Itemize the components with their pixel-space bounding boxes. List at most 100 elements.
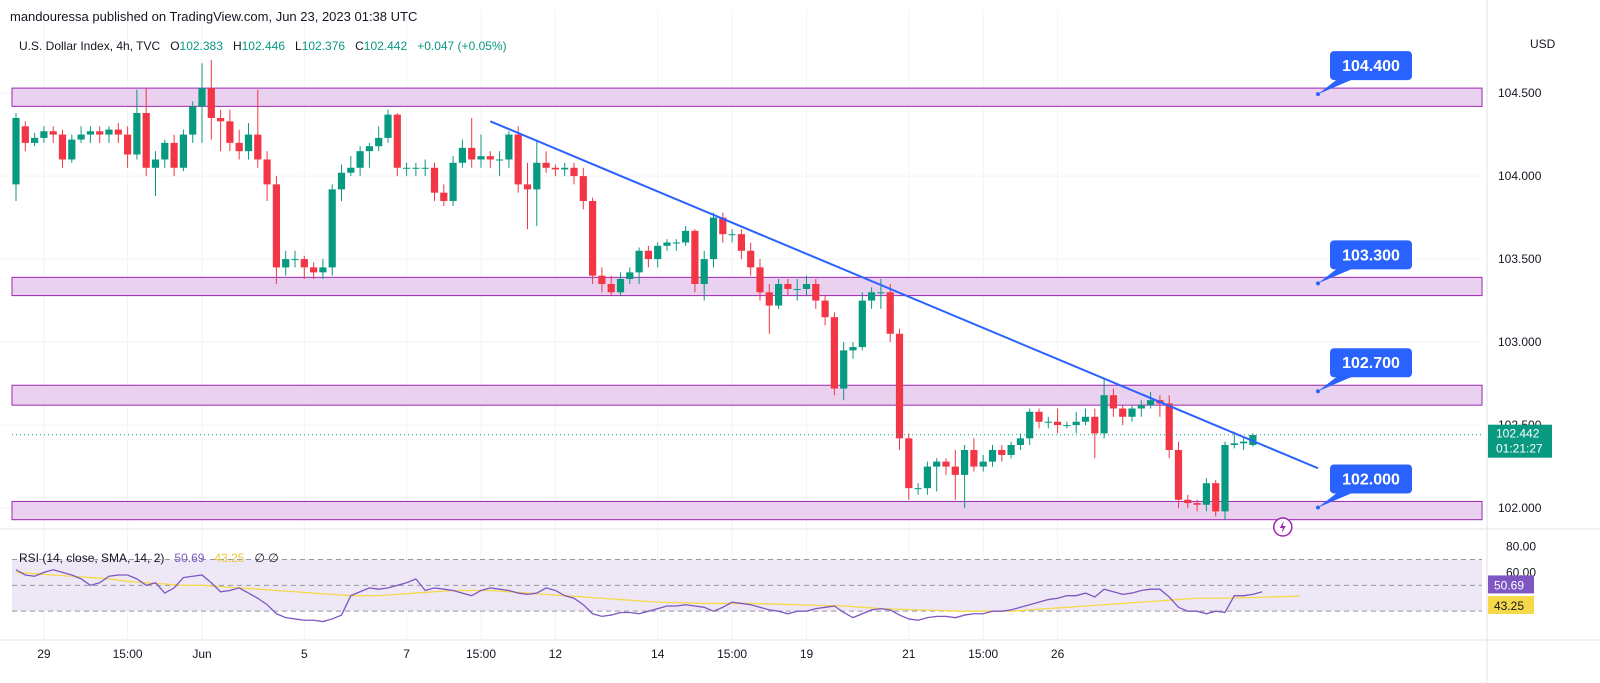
candle-body-76 xyxy=(719,217,727,235)
candle-body-122 xyxy=(1147,400,1155,406)
candle-body-63 xyxy=(598,275,606,284)
candle-body-105 xyxy=(988,449,997,462)
candle-body-118 xyxy=(1109,395,1117,409)
callout-label-103.300: 103.300 xyxy=(1342,247,1400,264)
rsi-sma-label: 43.25 xyxy=(1494,599,1524,613)
candle-body-27 xyxy=(263,159,271,185)
candle-body-70 xyxy=(663,242,671,246)
time-tick-3: 5 xyxy=(301,647,308,661)
candle-body-110 xyxy=(1035,411,1043,422)
candle-body-89 xyxy=(840,350,848,389)
candle-body-51 xyxy=(486,156,494,160)
callout-box-103.300 xyxy=(1330,240,1412,270)
candle-body-42 xyxy=(403,167,411,169)
zone-104.400 xyxy=(11,87,1483,107)
price-tick-3: 103.000 xyxy=(1498,335,1542,349)
candle-body-67 xyxy=(635,250,643,273)
callout-pointer-102.000 xyxy=(1318,490,1358,508)
currency-label[interactable]: USD xyxy=(1530,37,1556,51)
candle-body-32 xyxy=(310,267,318,273)
time-axis: 29 15:00 Jun 5 7 15:00 12 14 15:00 19 21 15:00 26 xyxy=(37,647,1064,661)
candle-body-36 xyxy=(347,167,355,173)
candle-body-37 xyxy=(356,151,364,168)
current-price-label: 102.442 xyxy=(1496,427,1540,441)
candle-body-22 xyxy=(217,117,225,122)
candle-body-96 xyxy=(905,438,913,489)
low-label: L xyxy=(295,39,302,53)
candle-body-26 xyxy=(254,134,262,160)
candle-body-107 xyxy=(1007,445,1015,455)
candle-body-120 xyxy=(1128,408,1136,417)
trendline[interactable] xyxy=(489,120,1319,470)
time-tick-4: 7 xyxy=(403,647,410,661)
candle-body-9 xyxy=(96,131,104,135)
candle-body-106 xyxy=(998,449,1006,455)
candle-body-25 xyxy=(244,134,253,152)
trendline-line xyxy=(489,120,1319,470)
time-tick-12: 26 xyxy=(1051,647,1065,661)
candle-body-88 xyxy=(830,317,838,389)
callout-pointer-104.400 xyxy=(1318,77,1358,95)
candle-body-126 xyxy=(1184,499,1192,504)
high-label: H xyxy=(232,39,242,53)
time-tick-1: 15:00 xyxy=(113,647,143,661)
callout-box-104.400 xyxy=(1330,51,1412,81)
candle-body-104 xyxy=(979,461,987,467)
candle-body-4 xyxy=(49,131,57,135)
low-value: 102.376 xyxy=(301,39,346,53)
candle-body-17 xyxy=(170,142,178,168)
candle-body-11 xyxy=(114,129,122,135)
candle-body-5 xyxy=(58,134,67,160)
candle-body-79 xyxy=(747,250,755,268)
candle-body-125 xyxy=(1174,449,1183,500)
candle-body-62 xyxy=(589,200,597,276)
candle-body-97 xyxy=(914,488,922,490)
open-value: 102.383 xyxy=(179,39,223,53)
callout-pointer-103.300 xyxy=(1318,266,1358,284)
time-tick-2: Jun xyxy=(192,647,211,661)
candle-body-64 xyxy=(607,283,615,293)
candle-body-60 xyxy=(570,167,578,177)
candle-body-18 xyxy=(179,134,187,168)
candle-body-131 xyxy=(1230,443,1238,445)
candle-body-52 xyxy=(496,159,504,161)
candle-body-43 xyxy=(412,167,420,169)
callout-label-102.000: 102.000 xyxy=(1342,471,1400,488)
time-tick-6: 12 xyxy=(549,647,563,661)
candle-body-56 xyxy=(533,162,541,190)
time-tick-8: 15:00 xyxy=(717,647,747,661)
candle-body-21 xyxy=(207,88,215,118)
candle-body-10 xyxy=(105,129,113,135)
candle-body-49 xyxy=(468,147,476,160)
candle-body-130 xyxy=(1221,445,1229,512)
symbol-name[interactable]: U.S. Dollar Index, 4h, TVC xyxy=(19,39,161,53)
candle-body-73 xyxy=(691,230,699,284)
candle-body-94 xyxy=(886,292,894,334)
candle-body-44 xyxy=(421,167,429,169)
candle-body-81 xyxy=(765,292,773,306)
candle-body-35 xyxy=(337,172,346,190)
candle-body-92 xyxy=(868,292,876,301)
publish-line: mandouressa published on TradingView.com… xyxy=(10,9,418,24)
price-callouts: 104.400 103.300 102.700 102.000 xyxy=(1316,51,1412,510)
candle-body-20 xyxy=(198,88,206,107)
candle-body-71 xyxy=(672,242,680,244)
time-tick-10: 21 xyxy=(902,647,916,661)
candle-body-6 xyxy=(68,139,76,160)
candle-body-30 xyxy=(291,259,299,261)
candle-body-23 xyxy=(226,121,234,143)
candle-body-114 xyxy=(1072,421,1080,426)
candle-body-50 xyxy=(477,156,485,160)
candle-body-1 xyxy=(21,126,29,143)
rsi-sma-line xyxy=(15,571,1300,612)
candle-body-58 xyxy=(551,167,559,170)
rsi-sma-badge xyxy=(1488,596,1534,615)
rsi-label[interactable]: RSI (14, close, SMA, 14, 2) xyxy=(19,551,165,565)
candle-body-7 xyxy=(77,134,85,140)
candle-body-95 xyxy=(895,333,904,439)
candle-body-116 xyxy=(1091,416,1099,434)
rsi-pane xyxy=(12,558,1482,623)
candle-body-69 xyxy=(654,245,662,260)
candle-body-85 xyxy=(802,283,811,289)
